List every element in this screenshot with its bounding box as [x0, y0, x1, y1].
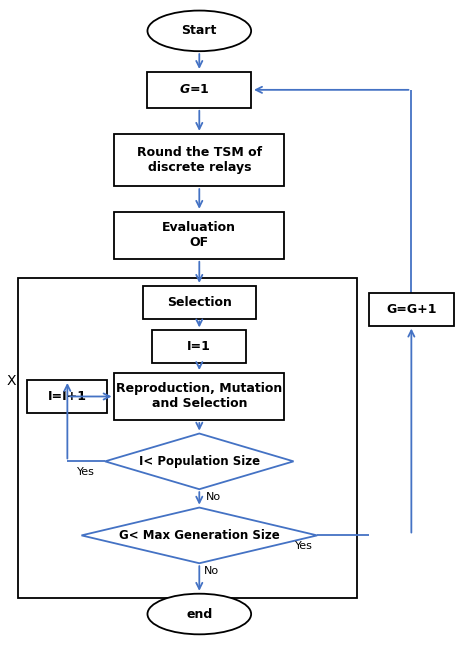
- Text: I< Population Size: I< Population Size: [139, 455, 260, 468]
- Text: I=I+1: I=I+1: [48, 390, 87, 403]
- Text: Selection: Selection: [167, 295, 232, 309]
- Text: Evaluation
OF: Evaluation OF: [162, 221, 237, 249]
- Text: end: end: [186, 607, 212, 620]
- Bar: [18, 278, 357, 597]
- Bar: [115, 134, 284, 186]
- Bar: [115, 212, 284, 259]
- Polygon shape: [82, 507, 317, 563]
- Text: No: No: [204, 566, 219, 576]
- Text: I=1: I=1: [187, 340, 211, 353]
- Bar: [115, 373, 284, 420]
- Text: Yes: Yes: [77, 467, 95, 476]
- Text: X: X: [6, 374, 16, 388]
- Ellipse shape: [147, 594, 251, 634]
- Text: $\bfit{G}$=1: $\bfit{G}$=1: [179, 84, 210, 96]
- Ellipse shape: [147, 11, 251, 51]
- Text: G=G+1: G=G+1: [386, 303, 437, 316]
- Polygon shape: [105, 434, 293, 489]
- Bar: [369, 293, 454, 326]
- Bar: [152, 330, 246, 363]
- Bar: [147, 72, 251, 108]
- Bar: [143, 286, 256, 318]
- Text: Reproduction, Mutation
and Selection: Reproduction, Mutation and Selection: [116, 382, 283, 411]
- Text: Yes: Yes: [294, 541, 312, 551]
- Bar: [27, 380, 108, 413]
- Text: G< Max Generation Size: G< Max Generation Size: [119, 529, 280, 542]
- Text: No: No: [206, 492, 221, 502]
- Text: Start: Start: [182, 24, 217, 38]
- Text: Round the TSM of
discrete relays: Round the TSM of discrete relays: [137, 146, 262, 174]
